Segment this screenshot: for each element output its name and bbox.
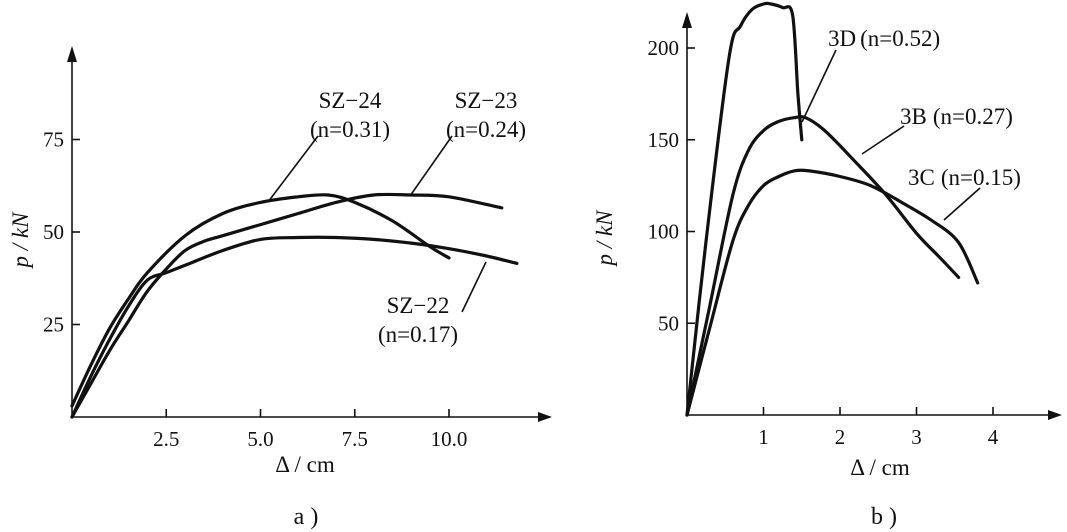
panel-a-y-tick-label: 25 (43, 313, 64, 337)
panel-b-series-line-3b (685, 115, 961, 417)
panel-a: 2.5 5.0 7.5 10.0 25 50 75 p / kN Δ / cm a ) SZ… (8, 46, 552, 530)
panel-b-x-arrow (1048, 410, 1062, 420)
panel-b-y-arrow (682, 12, 692, 28)
panel-a-series-label-sz23: SZ−23 (455, 88, 518, 113)
panel-a-leader-sz22 (461, 261, 487, 313)
panel-b-series-label-3b: 3B (n=0.27) (900, 104, 1013, 129)
panel-b-leader-3b (861, 125, 905, 155)
panel-a-y-arrow (67, 46, 77, 62)
panel-b: 1 2 3 4 50 100 150 200 p / kN Δ / cm b ) 3D (n=0… (592, 1, 1062, 530)
panel-a-series-label-sz24: SZ−24 (319, 88, 382, 113)
panel-a-y-label: p / kN (8, 211, 33, 270)
panel-b-x-tick-label: 2 (835, 425, 846, 449)
panel-b-caption: b ) (871, 504, 897, 530)
panel-a-series-line-sz24 (70, 193, 451, 408)
panel-a-x-tick-label: 2.5 (153, 427, 179, 451)
panel-a-x-tick-label: 10.0 (431, 427, 468, 451)
panel-b-y-tick-label: 100 (648, 220, 680, 244)
panel-b-y-label: p / kN (592, 209, 617, 268)
panel-a-y-tick-label: 75 (43, 128, 64, 152)
panel-b-x-label: Δ / cm (850, 455, 910, 480)
panel-a-x-tick-label: 7.5 (342, 427, 368, 451)
panel-a-series-label-sz22: SZ−22 (387, 293, 450, 318)
panel-b-x-tick-label: 1 (758, 425, 769, 449)
panel-a-y-tick-label: 50 (43, 220, 64, 244)
panel-b-x-tick-label: 4 (988, 425, 999, 449)
panel-b-series-line-3d (685, 1, 804, 417)
panel-a-series-line-sz22 (70, 235, 519, 419)
panel-a-series-annotation-sz23: (n=0.24) (446, 117, 526, 142)
panel-a-x-label: Δ / cm (275, 452, 335, 477)
panel-b-y-tick-label: 50 (658, 311, 679, 335)
panel-a-leader-sz24 (267, 135, 319, 203)
panel-a-x-tick-label: 5.0 (247, 427, 273, 451)
panel-b-series-line-3c (685, 168, 980, 417)
panel-b-y-tick-label: 200 (648, 36, 680, 60)
panel-a-x-arrow (538, 412, 552, 422)
panel-a-series-annotation-sz24: (n=0.31) (310, 117, 390, 142)
panel-a-series-annotation-sz22: (n=0.17) (378, 322, 458, 347)
panel-b-y-tick-label: 150 (648, 128, 680, 152)
panel-b-x-tick-label: 3 (911, 425, 922, 449)
panel-a-leader-sz23 (409, 135, 453, 197)
panel-a-series-line-sz23 (70, 192, 504, 419)
panel-a-caption: a ) (294, 504, 319, 530)
panel-b-leader-3d (801, 49, 837, 123)
panel-b-leader-3c (943, 187, 981, 221)
panel-b-series-label-3d: 3D (n=0.52) (828, 26, 940, 51)
panel-b-series-label-3c: 3C (n=0.15) (908, 165, 1021, 190)
